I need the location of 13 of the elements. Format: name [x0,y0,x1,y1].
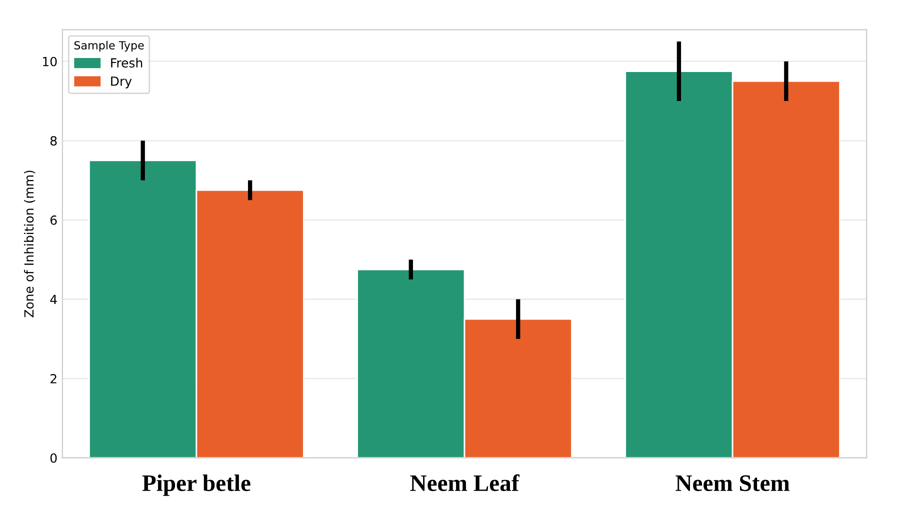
y-tick-label: 6 [50,215,57,225]
x-tick-label: Neem Leaf [410,474,520,492]
x-tick-label: Neem Stem [676,475,790,492]
y-axis-title: Zone of Inhibition (mm) [24,170,36,318]
y-tick-label: 2 [50,374,56,384]
y-tick-label: 8 [50,136,57,146]
legend-label: Dry [111,76,132,88]
legend-label: Fresh [111,58,142,68]
y-tick-label: 0 [50,453,57,463]
y-tick-label: 4 [50,294,57,304]
x-tick-label: Piper betle [142,474,250,496]
y-tick-label: 10 [43,56,57,66]
legend-title: Sample Type [74,40,144,52]
